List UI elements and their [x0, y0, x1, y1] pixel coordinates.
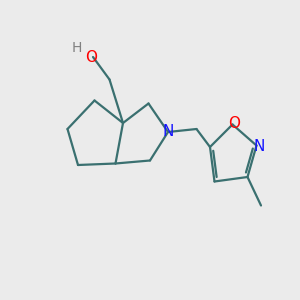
Text: N: N — [253, 140, 265, 154]
Text: O: O — [85, 50, 98, 64]
Text: O: O — [228, 116, 240, 130]
Text: N: N — [162, 124, 174, 140]
Text: H: H — [71, 41, 82, 55]
